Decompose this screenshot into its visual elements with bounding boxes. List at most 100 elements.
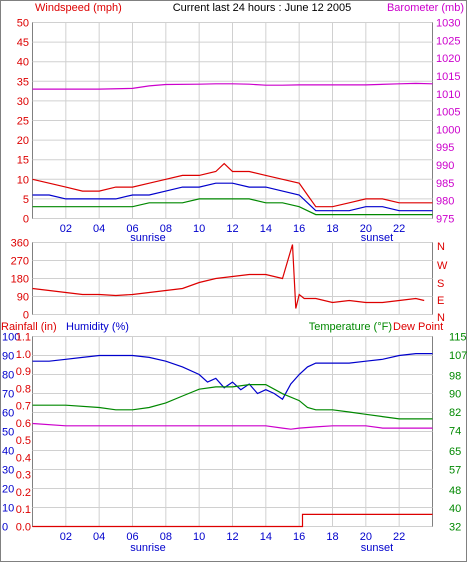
hour-tick-label: 04: [93, 223, 105, 235]
rainfall-tick-label: 0.6: [16, 418, 31, 430]
hour-tick-label: 18: [326, 223, 338, 235]
temperature-tick-label: 32: [449, 522, 461, 534]
humidity-tick-label: 90: [2, 351, 14, 363]
series-wind-line: [32, 182, 433, 212]
sunrise-label-bottom: sunrise: [130, 542, 165, 554]
series-direction-line: [32, 244, 425, 309]
rainfall-tick-label: 0.5: [16, 435, 31, 447]
series-avg-line: [32, 198, 433, 216]
rainfall-tick-label: 0.2: [16, 487, 31, 499]
humidity-tick-label: 20: [2, 484, 14, 496]
windspeed-tick-label: 10: [17, 174, 29, 186]
barometer-tick-label: 1020: [436, 53, 460, 65]
compass-tick-label: N: [437, 312, 445, 324]
temperature-tick-label: 65: [449, 446, 461, 458]
barometer-tick-label: 1000: [436, 124, 460, 136]
hour-tick-label: 12: [226, 223, 238, 235]
hour-tick-label: 10: [193, 223, 205, 235]
hour-tick-label: 08: [160, 531, 172, 543]
barometer-tick-label: 1025: [436, 35, 460, 47]
direction-tick-label: 270: [11, 256, 29, 268]
barometer-tick-label: 1030: [436, 18, 460, 30]
windspeed-tick-label: 5: [23, 194, 29, 206]
sunset-label: sunset: [361, 232, 393, 244]
hour-tick-label: 02: [60, 223, 72, 235]
temperature-tick-label: 82: [449, 407, 461, 419]
windspeed-tick-label: 45: [17, 37, 29, 49]
hour-tick-label: 16: [293, 531, 305, 543]
hour-tick-label: 14: [260, 223, 272, 235]
panel-wind-series: [32, 82, 433, 216]
hour-tick-label: 22: [393, 223, 405, 235]
chart-title: Current last 24 hours : June 12 2005: [173, 2, 352, 14]
temperature-tick-label: 74: [449, 425, 461, 437]
barometer-ticks: 975 980 985 990 995 1000 1005 1010 1015 1020 1025 1…: [436, 18, 460, 226]
compass-tick-label: W: [437, 260, 448, 272]
hour-tick-label: 12: [226, 531, 238, 543]
rainfall-ticks: 0.0 0.1 0.2 0.3 0.4 0.5 0.6 0.7 0.8 0.9 1.0 1.1: [16, 332, 31, 534]
hour-tick-label: 02: [60, 531, 72, 543]
temperature-tick-label: 98: [449, 370, 461, 382]
windspeed-tick-label: 15: [17, 155, 29, 167]
rainfall-tick-label: 1.1: [16, 332, 31, 344]
hour-tick-label: 16: [293, 223, 305, 235]
series-dew-point-line: [32, 422, 433, 430]
barometer-axis-title: Barometer (mb): [387, 2, 464, 14]
windspeed-tick-label: 25: [17, 116, 29, 128]
hour-tick-label: 20: [360, 223, 372, 235]
rainfall-axis-title: Rainfall (in): [1, 321, 57, 333]
compass-tick-label: E: [437, 295, 444, 307]
panel-direction-grid: [32, 242, 433, 315]
temperature-ticks: 32 40 48 57 65 74 82 90 98 107 115: [449, 332, 467, 534]
series-temperature-line: [32, 384, 433, 420]
humidity-tick-label: 30: [2, 465, 14, 477]
rainfall-tick-label: 0.9: [16, 366, 31, 378]
direction-tick-label: 360: [11, 238, 29, 250]
windspeed-tick-label: 35: [17, 76, 29, 88]
series-humidity-line: [32, 353, 433, 401]
windspeed-ticks: 0 5 10 15 20 25 30 35 40 45 50: [17, 18, 29, 226]
panel-wind-grid: [32, 22, 433, 219]
hour-tick-label: 06: [126, 223, 138, 235]
rainfall-tick-label: 0.7: [16, 401, 31, 413]
panel-direction-series: [32, 244, 425, 309]
hour-tick-label: 20: [360, 531, 372, 543]
sunset-label-bottom: sunset: [361, 542, 393, 554]
humidity-tick-label: 70: [2, 389, 14, 401]
humidity-tick-label: 60: [2, 408, 14, 420]
barometer-tick-label: 985: [436, 178, 454, 190]
compass-tick-label: N: [437, 241, 445, 253]
humidity-tick-label: 10: [2, 503, 14, 515]
temperature-axis-title: Temperature (°F): [309, 321, 392, 333]
humidity-axis-title: Humidity (%): [66, 321, 129, 333]
humidity-tick-label: 50: [2, 427, 14, 439]
hour-tick-label: 04: [93, 531, 105, 543]
direction-tick-label: 0: [23, 310, 29, 322]
series-rainfall-line: [32, 513, 433, 528]
direction-degree-ticks: 0 90 180 270 360: [11, 238, 29, 322]
windspeed-axis-title: Windspeed (mph): [35, 2, 122, 14]
hour-tick-label: 06: [126, 531, 138, 543]
panel-humidity-series: [32, 353, 433, 528]
compass-tick-label: S: [437, 278, 444, 290]
rainfall-tick-label: 0.3: [16, 470, 31, 482]
hour-tick-label: 08: [160, 223, 172, 235]
rainfall-tick-label: 0.0: [16, 522, 31, 534]
panel-wind-hour-ticks: 02 04 06 08 10 12 14 16 18 20 22: [60, 223, 406, 235]
barometer-tick-label: 980: [436, 196, 454, 208]
temperature-tick-label: 107: [449, 350, 467, 362]
windspeed-tick-label: 30: [17, 96, 29, 108]
rainfall-tick-label: 1.0: [16, 349, 31, 361]
windspeed-tick-label: 20: [17, 135, 29, 147]
sunrise-label: sunrise: [130, 232, 165, 244]
windspeed-tick-label: 40: [17, 57, 29, 69]
panel-humidity-hour-ticks: 02 04 06 08 10 12 14 16 18 20 22: [60, 531, 406, 543]
series-gust-line: [32, 162, 433, 208]
temperature-tick-label: 115: [449, 332, 467, 344]
humidity-ticks: 0 10 20 30 40 50 60 70 80 90 100: [2, 332, 20, 534]
hour-tick-label: 18: [326, 531, 338, 543]
barometer-tick-label: 995: [436, 142, 454, 154]
